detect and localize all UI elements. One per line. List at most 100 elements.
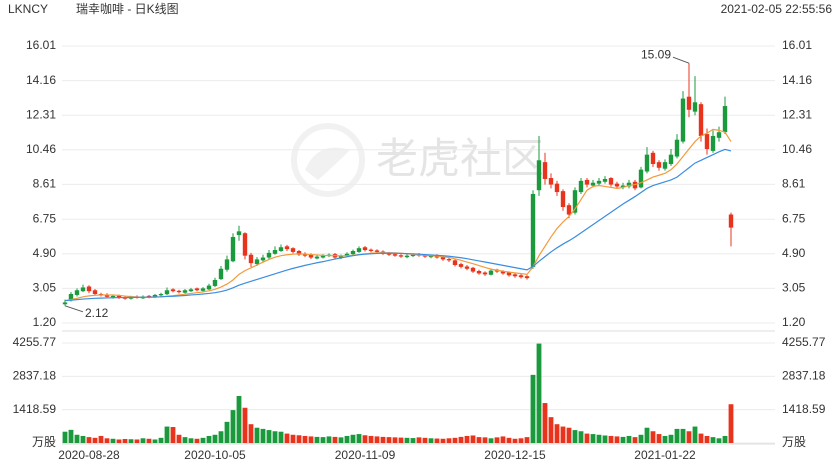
candle-body (296, 250, 302, 255)
candle-body (410, 254, 416, 257)
volume-bar (86, 437, 92, 443)
volume-bar (716, 438, 722, 443)
volume-bar (404, 437, 410, 443)
volume-tick-label-right: 1418.59 (782, 402, 826, 416)
volume-bar (248, 424, 254, 443)
volume-bar (446, 438, 452, 443)
volume-tick-label: 1418.59 (13, 402, 57, 416)
volume-bar (704, 435, 710, 443)
volume-bar (506, 437, 512, 443)
candle-body (674, 139, 680, 157)
volume-bar (278, 431, 284, 443)
candle-body (578, 180, 584, 193)
volume-bar (572, 430, 578, 443)
candle-body (146, 295, 152, 298)
x-tick-label: 2020-12-15 (484, 448, 546, 462)
candle-body (638, 169, 644, 188)
candle-body (710, 135, 716, 151)
volume-bar (338, 437, 344, 443)
volume-bar (578, 431, 584, 443)
volume-bar (218, 431, 224, 443)
volume-bar (416, 437, 422, 443)
min-annotation-line (64, 305, 84, 313)
y-tick-label: 3.05 (33, 281, 57, 295)
candle-body (392, 254, 398, 256)
y-tick-label-right: 8.61 (782, 177, 806, 191)
candle-body (218, 268, 224, 280)
volume-bar (380, 436, 386, 443)
volume-bar (350, 434, 356, 443)
candle-body (464, 266, 470, 269)
y-tick-label-right: 14.16 (782, 73, 812, 87)
candle-body (104, 294, 110, 297)
candle-body (260, 257, 266, 261)
volume-bar (524, 437, 530, 443)
volume-bar (158, 437, 164, 443)
x-tick-label: 2020-11-09 (335, 448, 396, 462)
volume-bar (62, 431, 68, 443)
volume-bar (596, 434, 602, 443)
candle-body (626, 182, 632, 187)
volume-bar (206, 435, 212, 443)
candle-body (356, 248, 362, 252)
candle-body (116, 295, 122, 298)
volume-bar (164, 426, 170, 443)
candle-body (254, 259, 260, 265)
candle-body (284, 246, 290, 250)
timestamp: 2021-02-05 22:55:56 (721, 2, 833, 16)
y-tick-label: 8.61 (33, 177, 57, 191)
candle-body (170, 289, 176, 292)
volume-bar (632, 437, 638, 443)
candle-body (470, 267, 476, 272)
volume-bar (698, 433, 704, 443)
volume-bar (194, 438, 200, 443)
volume-bar (236, 396, 242, 443)
volume-bar (80, 435, 86, 443)
candle-body (272, 250, 278, 254)
candle-body (476, 271, 482, 274)
volume-bar (638, 434, 644, 443)
candle-body (62, 302, 68, 305)
volume-bar (650, 431, 656, 443)
candle-body (536, 160, 542, 191)
y-tick-label-right: 10.46 (782, 142, 812, 156)
candle-body (512, 274, 518, 277)
y-tick-label: 1.20 (33, 315, 57, 329)
candle-body (668, 154, 674, 165)
volume-bar (728, 404, 734, 443)
y-tick-label-right: 4.90 (782, 246, 806, 260)
y-tick-label-right: 6.75 (782, 211, 806, 225)
stock-name: 瑞幸咖啡 - 日K线图 (76, 1, 179, 16)
volume-tick-label-right: 4255.77 (782, 335, 826, 349)
candle-body (524, 276, 530, 279)
candle-body (566, 205, 572, 215)
volume-bar (296, 435, 302, 443)
volume-bar (536, 343, 542, 443)
candle-body (692, 102, 698, 112)
x-tick-label: 2021-01-22 (634, 448, 696, 462)
candle-body (440, 257, 446, 260)
volume-bar (548, 417, 554, 443)
candle-body (176, 290, 182, 293)
candle-body (458, 264, 464, 267)
volume-bar (602, 435, 608, 443)
volume-bar (566, 427, 572, 443)
candle-body (182, 290, 188, 293)
volume-bar (356, 434, 362, 443)
volume-bar (170, 427, 176, 443)
volume-bar (290, 434, 296, 443)
candle-body (230, 236, 236, 262)
volume-bar (104, 438, 110, 443)
volume-bar (266, 430, 272, 443)
volume-bar (74, 434, 80, 443)
volume-bar (362, 435, 368, 443)
volume-bar (620, 436, 626, 443)
volume-bar (332, 436, 338, 443)
candle-body (404, 255, 410, 258)
volume-bar (488, 438, 494, 443)
candle-body (698, 104, 704, 136)
candle-body (644, 154, 650, 172)
volume-bar (398, 437, 404, 443)
candle-body (488, 270, 494, 275)
candle-body (308, 254, 314, 258)
